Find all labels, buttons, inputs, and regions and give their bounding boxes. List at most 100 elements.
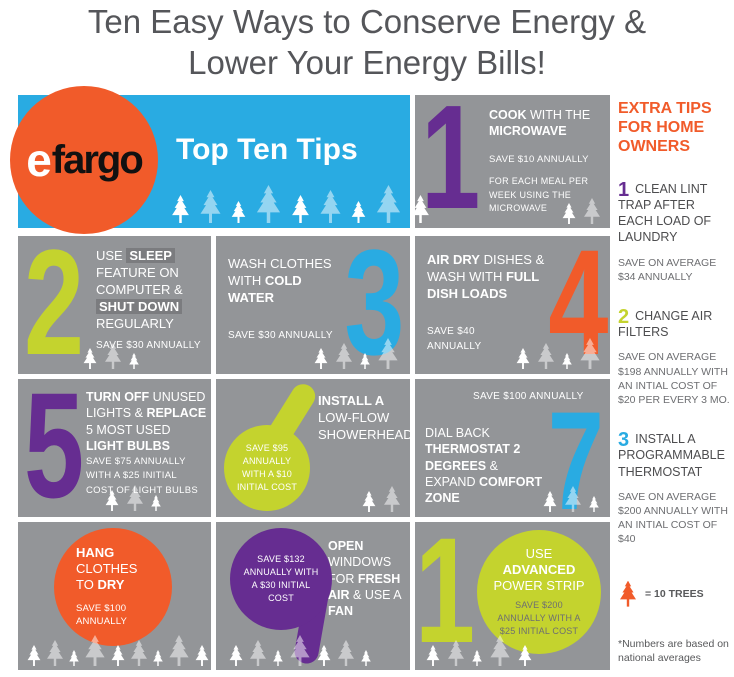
extra-tip-1-number: 1 (618, 178, 630, 201)
extra-tip-1-save: SAVE ON AVERAGE $34 ANNUALLY (618, 256, 717, 283)
tree-icon (336, 343, 352, 369)
tree-icon (338, 640, 354, 666)
tip-1-save: SAVE $10 ANNUALLY (489, 154, 589, 165)
tip-8-text: HANG CLOTHES TO DRY (76, 545, 156, 594)
extra-tip-3: 3 INSTALL A PROGRAMMABLE THERMOSTAT SAVE … (618, 429, 732, 546)
tree-icon (378, 338, 398, 369)
extra-tip-2-title: 2 CHANGE AIR FILTERS (618, 305, 732, 341)
text-segment: POWER STRIP (493, 578, 585, 594)
tree-icons (82, 343, 140, 369)
tree-icon (412, 195, 429, 223)
text-segment: ADVANCED (502, 561, 576, 577)
page-title: Ten Easy Ways to Conserve Energy & Lower… (0, 2, 734, 84)
tip-tile-7: SAVE $100 ANNUALLY 7 DIAL BACK THERMOSTA… (415, 379, 610, 517)
tip-4-save: SAVE $40 ANNUALLY (427, 326, 482, 352)
tip-3-text: WASH CLOTHES WITH COLD WATER (228, 256, 340, 307)
tip-8-save: SAVE $100 ANNUALLY (76, 602, 128, 628)
tree-icon (231, 201, 246, 223)
tip-6-text: INSTALL A LOW-FLOW SHOWERHEAD (318, 393, 410, 444)
extra-tip-3-label: INSTALL A PROGRAMMABLE THERMOSTAT (618, 432, 725, 479)
tree-icon (565, 486, 581, 512)
efargo-logo-text: fargo (51, 137, 144, 182)
header-tagline: Top Ten Tips (176, 133, 358, 166)
extra-tip-3-title: 3 INSTALL A PROGRAMMABLE THERMOSTAT (618, 429, 732, 480)
text-segment: HANG (76, 544, 115, 560)
tip-1-numeral: 1 (421, 95, 481, 228)
extra-tip-1-label: CLEAN LINT TRAP AFTER EACH LOAD OF LAUND… (618, 181, 712, 245)
tree-icon (129, 353, 139, 369)
text-segment: DISHES & WASH WITH (427, 252, 545, 284)
extra-tip-2-number: 2 (618, 305, 630, 328)
tip-7-text: DIAL BACK THERMOSTAT 2 DEGREES & EXPAND … (425, 425, 543, 506)
numeral-6-bowl: SAVE $95 ANNUALLY WITH A $10 INITIAL COS… (224, 425, 310, 511)
tree-icon (426, 645, 440, 666)
footnote: *Numbers are based on national averages (618, 637, 729, 664)
tree-icon (448, 640, 464, 666)
tree-icon (562, 353, 572, 369)
efargo-logo: e fargo (10, 86, 158, 234)
tree-icon (292, 195, 309, 223)
tip-tile-1: 1 COOK WITH THE MICROWAVE SAVE $10 ANNUA… (415, 95, 610, 228)
text-segment: COMFORT ZONE (425, 474, 543, 505)
tree-icons (561, 198, 602, 224)
text-segment: MICROWAVE (489, 124, 567, 139)
numeral-8-circle: HANG CLOTHES TO DRY SAVE $100 ANNUALLY (54, 528, 172, 646)
tip-tile-10: 1 USE ADVANCED POWER STRIP SAVE $200 ANN… (415, 522, 610, 670)
extra-tip-3-number: 3 (618, 429, 630, 452)
tree-icon (153, 650, 163, 666)
tree-icon (127, 485, 143, 511)
text-segment: FAN (328, 604, 353, 618)
tree-icon (172, 195, 189, 223)
text-segment: USE (96, 248, 127, 263)
text-segment: LOW-FLOW SHOWERHEAD (318, 409, 410, 442)
tip-5-numeral: 5 (24, 379, 85, 517)
tip-1-text: COOK WITH THE MICROWAVE (489, 107, 603, 140)
tree-icon (105, 343, 121, 369)
text-segment: THERMOSTAT 2 DEGREES (425, 442, 521, 473)
text-segment: & EXPAND (425, 458, 498, 489)
tree-icon (314, 348, 328, 369)
tip-9-save: SAVE $132 ANNUALLY WITH A $30 INITIAL CO… (243, 553, 319, 604)
tree-icon (384, 486, 400, 512)
tip-tile-3: 3 WASH CLOTHES WITH COLD WATER SAVE $30 … (216, 236, 410, 374)
text-segment: UNUSED LIGHTS & (86, 390, 206, 421)
text-segment: CLOTHES TO (76, 561, 138, 593)
page-title-line2: Lower Your Energy Bills! (188, 43, 546, 81)
tree-icons (104, 485, 162, 511)
text-segment: REGULARLY (96, 315, 174, 331)
tree-icon (317, 645, 331, 666)
extra-tip-2: 2 CHANGE AIR FILTERS SAVE ON AVERAGE $198… (618, 305, 732, 407)
tip-tile-4: 4 AIR DRY DISHES & WASH WITH FULL DISH L… (415, 236, 610, 374)
tip-tile-8: HANG CLOTHES TO DRY SAVE $100 ANNUALLY (18, 522, 211, 670)
tree-icon (256, 185, 281, 223)
text-segment: TURN OFF (86, 390, 150, 404)
text-segment: FEATURE ON COMPUTER & (96, 264, 183, 297)
tree-icon (584, 198, 600, 224)
tree-icon (562, 203, 576, 224)
tree-icon (589, 496, 599, 512)
tree-icon (200, 190, 221, 223)
tree-icon (351, 201, 366, 223)
tree-legend: = 10 TREES (618, 580, 732, 607)
tree-icon (580, 338, 600, 369)
tree-icon (516, 348, 530, 369)
tree-icon (360, 353, 370, 369)
text-segment: AIR DRY (427, 252, 480, 267)
sidebar-heading: EXTRA TIPS FOR HOME OWNERS (618, 100, 712, 155)
tip-3-save: SAVE $30 ANNUALLY (228, 330, 333, 341)
text-segment: FULL DISH LOADS (427, 268, 539, 301)
numeral-9-bowl: SAVE $132 ANNUALLY WITH A $30 INITIAL CO… (230, 528, 332, 630)
tree-icons (361, 486, 402, 512)
tip-5-text: TURN OFF UNUSED LIGHTS & REPLACE 5 MOST … (86, 389, 208, 454)
tree-icon (538, 343, 554, 369)
tree-icons (313, 338, 400, 369)
text-segment: 5 MOST USED (86, 422, 171, 437)
tree-icons (228, 635, 372, 666)
text-segment: OPEN (328, 539, 364, 553)
tree-icon (362, 491, 376, 512)
text-segment: & USE A (349, 587, 401, 602)
tree-icon (472, 650, 482, 666)
text-segment: COLD WATER (228, 272, 302, 305)
tip-10-text: USE ADVANCED POWER STRIP (489, 546, 589, 595)
text-segment: FRESH AIR (328, 571, 401, 602)
